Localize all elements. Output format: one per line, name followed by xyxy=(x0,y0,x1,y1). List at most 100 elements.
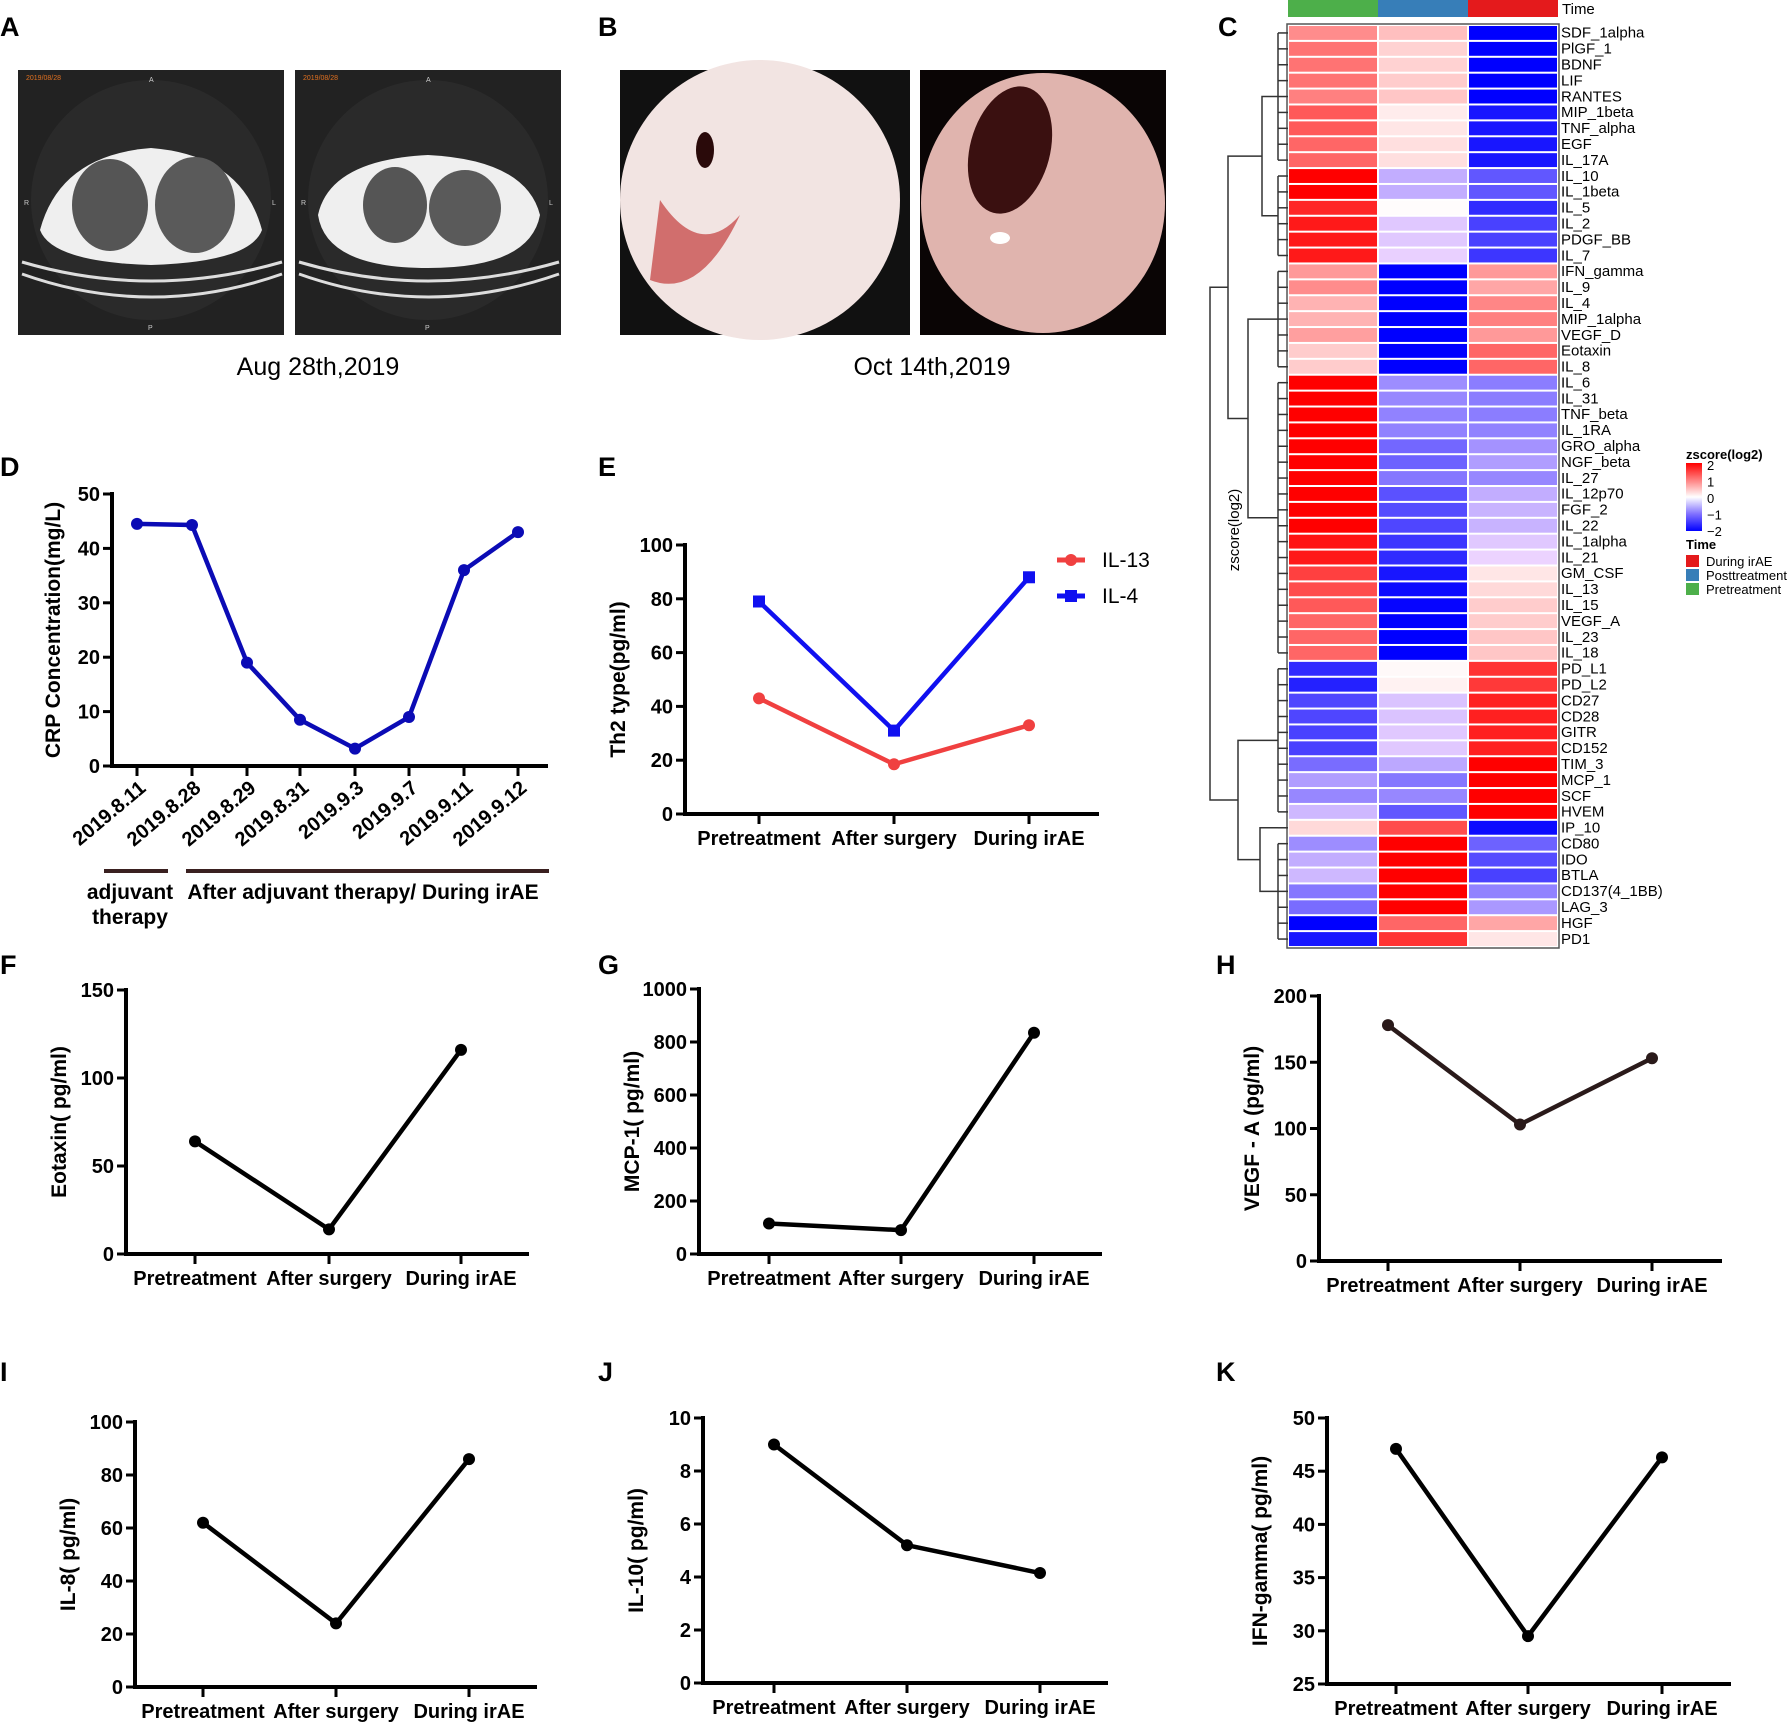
heatmap-cell xyxy=(1379,630,1467,644)
heatmap-cell xyxy=(1379,280,1467,295)
heatmap-cell xyxy=(1379,105,1467,120)
heatmap-cell xyxy=(1469,184,1557,199)
heatmap-cell xyxy=(1469,57,1557,72)
heatmap-cell xyxy=(1469,518,1557,533)
y-tick-label: 0 xyxy=(662,804,673,826)
data-point xyxy=(753,692,765,705)
heatmap-cell xyxy=(1469,677,1557,692)
y-tick-label: 0 xyxy=(680,1673,691,1695)
color-scale-tick: 1 xyxy=(1707,475,1714,490)
row-label: IL_7 xyxy=(1561,247,1590,264)
y-tick-label: 80 xyxy=(101,1465,123,1487)
heatmap-cell xyxy=(1379,455,1467,470)
data-point xyxy=(349,742,361,755)
heatmap-cell xyxy=(1469,73,1557,88)
color-scale-tick: 0 xyxy=(1707,491,1714,506)
heatmap-cell xyxy=(1379,916,1467,931)
y-tick-label: 80 xyxy=(651,589,673,611)
heatmap-cell xyxy=(1289,518,1377,533)
color-scale-bar xyxy=(1686,463,1702,531)
heatmap-cell xyxy=(1469,26,1557,40)
heatmap-cell xyxy=(1469,359,1557,374)
heatmap-cell xyxy=(1379,932,1467,946)
heatmap-cell xyxy=(1379,423,1467,438)
heatmap-cell xyxy=(1469,868,1557,883)
series-line-IL-8 xyxy=(201,1457,471,1627)
group-label: After adjuvant therapy/ During irAE xyxy=(187,881,538,904)
heatmap-cell xyxy=(1469,820,1557,835)
x-tick-label: Pretreatment xyxy=(1334,1698,1458,1720)
heatmap-cell xyxy=(1379,868,1467,883)
heatmap-cell xyxy=(1289,550,1377,565)
heatmap-cell xyxy=(1379,598,1467,613)
heatmap-cell xyxy=(1469,439,1557,454)
heatmap-cell xyxy=(1469,757,1557,772)
heatmap-cell xyxy=(1469,375,1557,390)
y-axis-title: IL-10( pg/ml) xyxy=(625,1488,648,1613)
heatmap-cell xyxy=(1469,534,1557,549)
time-annotation-bar xyxy=(1378,0,1468,17)
row-label: SCF xyxy=(1561,788,1591,805)
row-label: IL_1RA xyxy=(1561,422,1611,439)
y-axis-title: IL-8( pg/ml) xyxy=(57,1498,80,1611)
heatmap-cell xyxy=(1289,741,1377,756)
chart-k: 25 30 35 40 45 50 Pretreatment After surgery Dur… xyxy=(1249,1408,1731,1720)
row-label: IL_12p70 xyxy=(1561,486,1624,503)
row-label: IFN_gamma xyxy=(1561,263,1644,280)
heatmap-cell xyxy=(1289,359,1377,374)
data-point xyxy=(901,1539,913,1552)
series-line-IL-10 xyxy=(772,1442,1041,1576)
data-point xyxy=(1656,1451,1668,1464)
heatmap-cell xyxy=(1289,773,1377,788)
time-legend-swatch xyxy=(1686,569,1699,581)
heatmap-cell xyxy=(1379,137,1467,152)
y-tick-label: 50 xyxy=(1293,1408,1315,1430)
x-tick-label: Pretreatment xyxy=(1326,1275,1450,1297)
panel-label-d: D xyxy=(0,452,20,482)
heatmap-cell xyxy=(1289,391,1377,406)
row-label: IL_5 xyxy=(1561,200,1590,217)
y-tick-label: 40 xyxy=(78,538,100,560)
chart-g: 0 200 400 600 800 1000 Pretreatment After surge… xyxy=(621,979,1102,1290)
row-label: TNF_beta xyxy=(1561,406,1628,423)
time-legend-label: Pretreatment xyxy=(1706,582,1782,597)
row-label: GM_CSF xyxy=(1561,565,1624,582)
heatmap-cell xyxy=(1469,391,1557,406)
heatmap-cell xyxy=(1469,312,1557,327)
x-tick-label: During irAE xyxy=(1606,1698,1717,1720)
heatmap-cell xyxy=(1289,757,1377,772)
y-tick-label: 45 xyxy=(1293,1461,1315,1483)
data-point xyxy=(197,1516,209,1529)
color-scale-tick: 2 xyxy=(1707,458,1714,473)
row-label: IL_1beta xyxy=(1561,184,1620,201)
chart-j: 0 2 4 6 8 10 Pretreatment After surgery During i… xyxy=(625,1408,1108,1719)
x-tick-label: After surgery xyxy=(1465,1698,1591,1720)
time-legend-swatch xyxy=(1686,555,1699,567)
heatmap-cell xyxy=(1289,614,1377,629)
row-label: GRO_alpha xyxy=(1561,438,1641,455)
row-label: Eotaxin xyxy=(1561,343,1611,360)
heatmap-cell xyxy=(1289,121,1377,136)
heatmap-cell xyxy=(1289,73,1377,88)
heatmap-cell xyxy=(1469,200,1557,215)
heatmap-cell xyxy=(1469,852,1557,867)
chart-i: 0 20 40 60 80 100 Pretreatment After surgery Dur… xyxy=(57,1412,537,1723)
heatmap-cell xyxy=(1289,598,1377,613)
heatmap-cell xyxy=(1379,677,1467,692)
heatmap-cell xyxy=(1379,566,1467,581)
heatmap-cell xyxy=(1379,312,1467,327)
panel-label-j: J xyxy=(598,1357,614,1387)
row-label: MIP_1beta xyxy=(1561,104,1634,121)
data-point xyxy=(1382,1019,1394,1032)
heatmap-cell xyxy=(1289,248,1377,263)
heatmap-cell xyxy=(1379,89,1467,104)
y-axis-title: CRP Concentration(mg/L) xyxy=(42,502,65,758)
row-label: MCP_1 xyxy=(1561,772,1611,789)
data-point xyxy=(1028,1026,1040,1039)
row-label: IL_22 xyxy=(1561,518,1599,535)
heatmap-cell xyxy=(1379,343,1467,358)
heatmap-cell xyxy=(1289,264,1377,279)
heatmap-cell xyxy=(1379,328,1467,342)
heatmap-cell xyxy=(1469,836,1557,851)
row-label: CD152 xyxy=(1561,740,1608,757)
